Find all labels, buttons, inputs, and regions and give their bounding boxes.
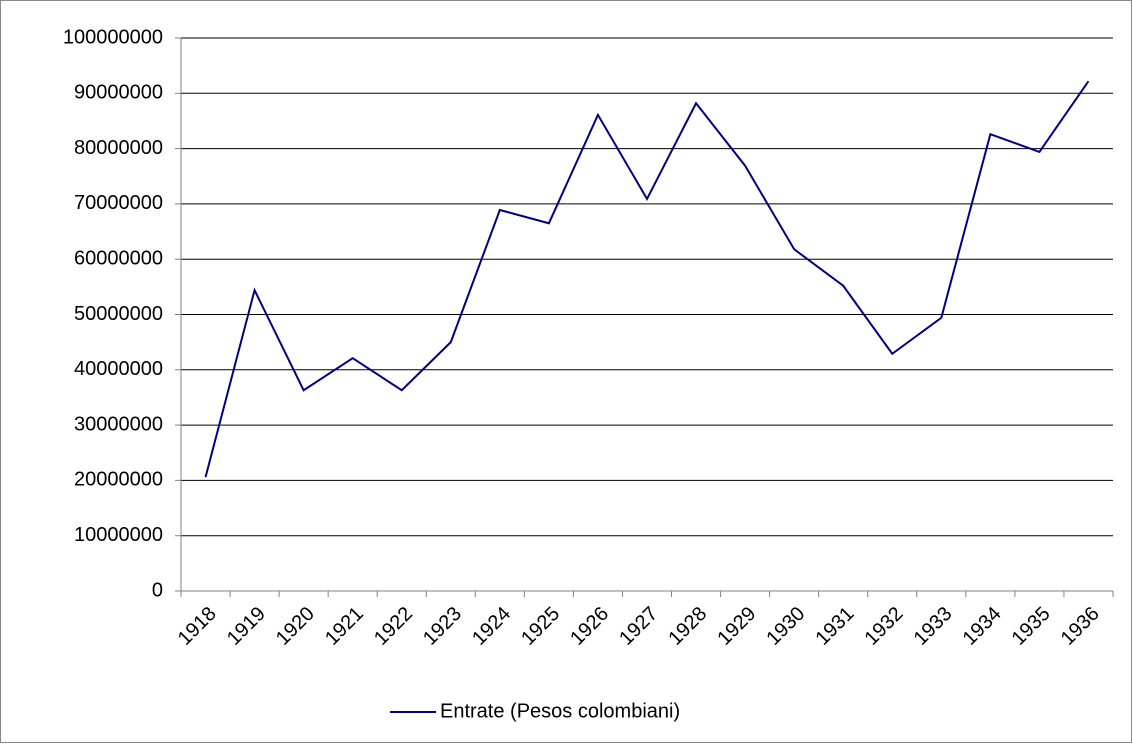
y-tick-label: 50000000 [74,303,163,325]
y-tick-label: 70000000 [74,192,163,214]
y-tick-label: 0 [152,579,163,601]
y-tick-label: 20000000 [74,469,163,491]
series-line [204,80,1090,478]
y-tick-label: 10000000 [74,524,163,546]
y-tick-label: 60000000 [74,247,163,269]
y-tick-label: 90000000 [74,82,163,104]
y-tick-label: 100000000 [63,26,163,48]
y-tick-label: 40000000 [74,358,163,380]
y-tick-label: 80000000 [74,137,163,159]
y-tick-label: 30000000 [74,413,163,435]
legend-label: Entrate (Pesos colombiani) [440,700,680,722]
